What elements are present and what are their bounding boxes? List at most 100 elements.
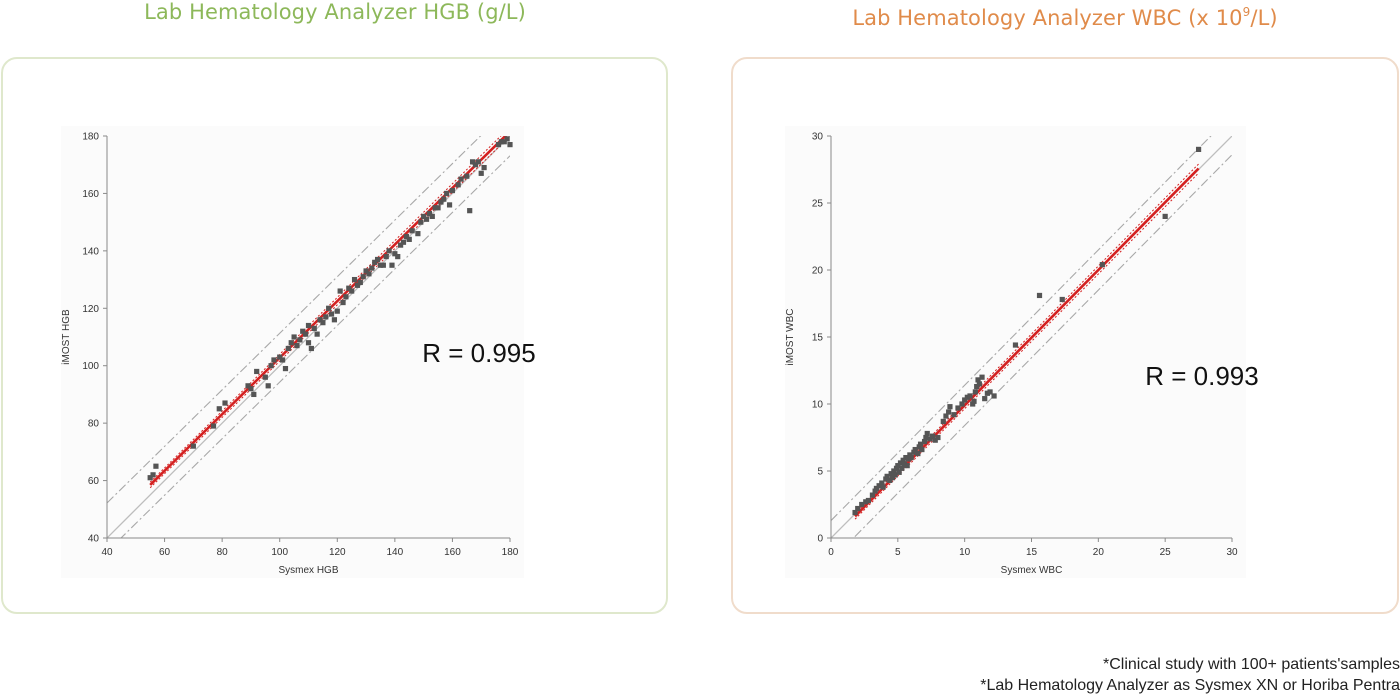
hgb-point-14 — [271, 357, 277, 363]
wbc-point-10 — [880, 484, 886, 490]
wbc-point-31 — [912, 446, 918, 453]
hgb-r-value-annotation: R = 0.995 — [422, 338, 535, 368]
hgb-plot-backdrop — [61, 126, 524, 578]
wbc-point-39 — [927, 436, 933, 442]
wbc-point-51 — [964, 394, 970, 400]
wbc-y-tick-label-3: 15 — [812, 333, 824, 344]
hgb-x-tick-label-6: 160 — [444, 547, 461, 558]
wbc-x-axis-label: Sysmex WBC — [1001, 565, 1063, 576]
hgb-points — [147, 136, 513, 481]
wbc-point-19 — [895, 463, 901, 469]
wbc-x-tick-label-6: 30 — [1226, 547, 1238, 558]
hgb-point-80 — [469, 159, 476, 165]
wbc-point-53 — [970, 401, 976, 407]
wbc-point-16 — [891, 468, 897, 474]
hgb-point-11 — [262, 374, 268, 380]
hgb-point-37 — [337, 288, 343, 294]
footnote-study: *Clinical study with 100+ patients'sampl… — [1103, 656, 1400, 673]
wbc-point-4 — [865, 497, 872, 504]
wbc-point-30 — [911, 449, 917, 455]
wbc-point-42 — [935, 434, 941, 441]
wbc-point-6 — [872, 488, 878, 494]
hgb-point-8 — [248, 386, 254, 392]
wbc-point-38 — [924, 430, 930, 437]
wbc-point-2 — [859, 501, 865, 508]
wbc-point-57 — [975, 377, 981, 383]
hgb-point-53 — [383, 254, 389, 260]
hgb-point-47 — [366, 271, 372, 277]
wbc-point-56 — [974, 383, 980, 390]
hgb-point-33 — [326, 305, 332, 311]
wbc-x-tick-label-3: 15 — [1026, 547, 1038, 558]
hgb-point-83 — [478, 170, 484, 176]
wbc-point-28 — [907, 452, 913, 458]
wbc-point-65 — [1036, 292, 1043, 299]
hgb-point-21 — [294, 343, 300, 349]
wbc-point-15 — [889, 475, 896, 481]
wbc-point-11 — [883, 476, 889, 482]
hgb-point-17 — [282, 365, 289, 372]
hgb-point-34 — [328, 311, 335, 317]
hgb-point-26 — [305, 340, 312, 346]
hgb-point-42 — [351, 276, 358, 283]
hgb-x-tick-label-3: 100 — [271, 547, 288, 558]
hgb-point-69 — [432, 205, 438, 211]
wbc-point-46 — [947, 404, 953, 410]
wbc-point-33 — [916, 444, 922, 450]
hgb-point-76 — [455, 182, 461, 188]
hgb-point-49 — [372, 259, 378, 265]
wbc-fit-ci-lower — [854, 172, 1199, 520]
hgb-point-63 — [415, 231, 421, 237]
wbc-panel-title: Lab Hematology Analyzer WBC (x 109/L) — [730, 0, 1400, 32]
hgb-point-25 — [305, 322, 312, 329]
hgb-point-15 — [277, 354, 283, 360]
hgb-x-tick-label-4: 120 — [329, 547, 346, 558]
hgb-point-58 — [398, 242, 404, 248]
hgb-point-72 — [441, 196, 447, 202]
wbc-point-54 — [971, 398, 977, 404]
hgb-y-tick-label-4: 120 — [82, 304, 99, 315]
hgb-point-6 — [222, 400, 228, 406]
hgb-y-tick-label-1: 60 — [88, 476, 100, 487]
wbc-point-52 — [967, 393, 973, 399]
hgb-panel-title: Lab Hematology Analyzer HGB (g/L) — [0, 0, 670, 26]
hgb-point-24 — [303, 331, 309, 337]
wbc-point-40 — [929, 433, 936, 439]
hgb-y-tick-label-2: 80 — [88, 419, 100, 430]
wbc-point-27 — [905, 456, 912, 462]
wbc-point-36 — [921, 438, 928, 445]
hgb-point-2 — [153, 463, 159, 469]
hgb-x-tick-label-5: 140 — [387, 547, 404, 558]
hgb-point-7 — [245, 383, 251, 389]
wbc-point-59 — [979, 374, 985, 380]
wbc-point-23 — [900, 457, 906, 463]
hgb-point-52 — [380, 262, 386, 268]
hgb-point-46 — [363, 268, 369, 274]
hgb-point-61 — [406, 236, 412, 242]
hgb-point-55 — [389, 262, 395, 268]
wbc-x-tick-label-0: 0 — [828, 547, 834, 558]
hgb-point-51 — [377, 262, 384, 268]
hgb-point-1 — [150, 472, 156, 478]
wbc-point-29 — [908, 455, 914, 461]
wbc-point-45 — [946, 409, 952, 415]
hgb-point-88 — [504, 136, 510, 142]
wbc-y-tick-label-6: 30 — [812, 132, 824, 143]
hgb-point-89 — [507, 142, 513, 148]
hgb-point-84 — [481, 164, 487, 171]
hgb-point-12 — [265, 383, 271, 389]
wbc-x-tick-label-4: 20 — [1093, 547, 1105, 558]
wbc-point-3 — [863, 499, 869, 505]
hgb-point-64 — [418, 219, 424, 225]
hgb-point-16 — [279, 357, 286, 363]
wbc-y-axis-label: iMOST WBC — [785, 308, 796, 365]
hgb-point-40 — [346, 285, 352, 291]
hgb-point-60 — [403, 233, 409, 240]
wbc-title-unit: /L) — [1250, 6, 1278, 30]
hgb-point-36 — [334, 308, 340, 314]
hgb-point-75 — [449, 187, 456, 194]
hgb-point-43 — [354, 282, 361, 288]
wbc-point-35 — [919, 446, 925, 453]
wbc-point-17 — [892, 472, 898, 478]
hgb-point-59 — [400, 239, 407, 245]
